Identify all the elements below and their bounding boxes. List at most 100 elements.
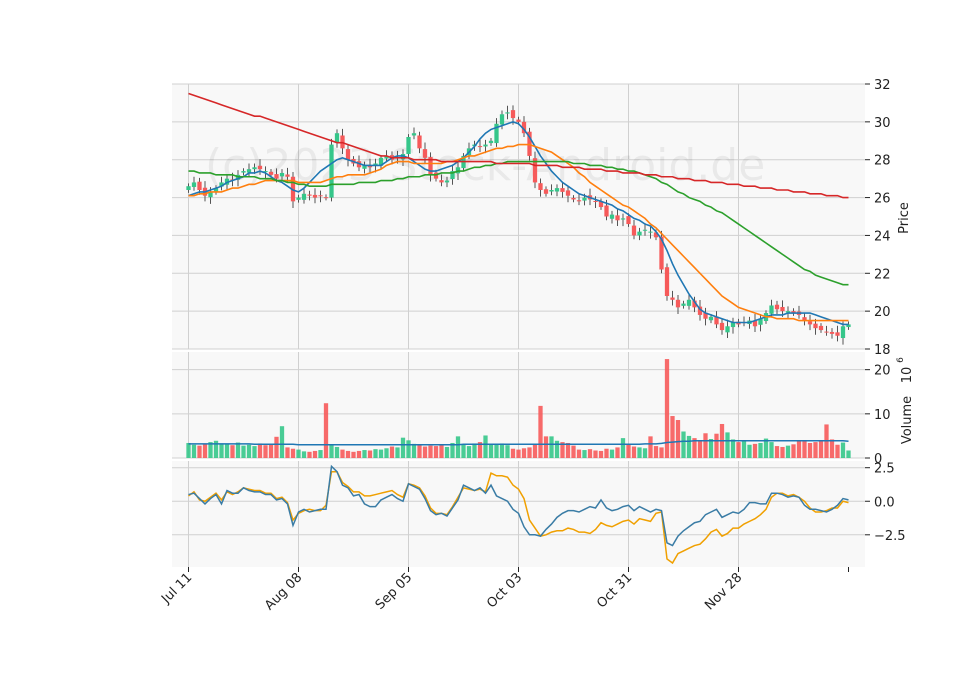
volume-bar [505,445,510,458]
oscillator-fast-line [188,464,849,547]
price-tick-label: 26 [874,192,891,207]
volume-bar [521,448,527,458]
sma-short-line [188,121,849,326]
volume-bar [208,442,213,458]
volume-bar [334,446,340,458]
candle-body [505,112,510,114]
candle-body [642,229,648,231]
volume-bar [560,442,565,458]
volume-bar [604,448,609,458]
candle-body [565,190,571,196]
candle-body [818,325,824,331]
candle-body [334,133,340,144]
volume-bar [741,440,747,458]
candle-body [780,306,785,312]
candle-body [664,267,670,296]
volume-bar [444,446,450,458]
candle-body [719,322,725,331]
candle-body [246,169,252,173]
candle-body [615,215,620,221]
candle-body [604,205,609,217]
volume-bar [653,446,659,458]
candle-body [758,318,763,325]
candle-body [488,140,494,144]
volume-bar [312,450,318,458]
volume-bar [549,436,554,458]
candle-body [697,306,703,315]
candle-body [774,304,780,310]
candle-body [626,216,631,225]
volume-bar [829,439,835,458]
volume-bar [301,451,307,458]
volume-axis-exponent: 6 [896,357,906,363]
volume-bar [477,442,483,458]
candle-body [263,171,268,173]
volume-bar [257,443,263,458]
volume-bar [659,447,664,458]
candle-body [318,195,323,197]
volume-bar [714,433,719,458]
candle-body [219,182,224,187]
volume-bar [818,440,824,458]
candle-body [824,331,829,333]
volume-bar [367,450,373,458]
volume-bar [274,436,279,458]
candle-body [840,326,846,339]
candle-body [653,232,659,238]
moving-average-lines [188,92,849,326]
candle-body [708,316,714,321]
sma-very-long-line [188,92,849,199]
candle-body [285,174,290,177]
candle-body [835,332,840,336]
volume-bar [631,446,637,458]
candle-body [802,317,807,321]
volume-bar [846,450,851,458]
volume-bar [527,447,532,458]
volume-bar [373,449,378,458]
volume-bar [290,448,296,458]
volume-bar [450,442,455,458]
volume-bar [296,449,301,458]
volume-bar [796,440,802,458]
candle-body [725,326,730,333]
candle-body [378,157,384,166]
volume-bar [411,443,417,458]
candle-body [213,188,219,192]
volume-axis-label: Volume [900,396,915,444]
volume-bar [692,438,697,458]
candle-body [571,197,576,200]
volume-bar [582,450,587,458]
volume-bar [351,451,356,458]
candle-body [543,189,549,194]
volume-average-line [188,440,849,446]
sma-mid-line [188,143,849,322]
volume-bar [840,442,846,458]
volume-bar [395,447,400,458]
volume-bar [670,416,675,458]
candle-body [422,149,428,158]
volume-bar [785,445,791,458]
volume-bar [516,449,521,458]
candle-body [257,165,263,170]
candle-body [406,137,411,155]
price-tick-label: 22 [874,267,891,282]
candle-body [252,167,257,170]
volume-bar [835,444,840,458]
volume-bar [329,444,334,458]
volume-bar [455,436,461,458]
candle-body [301,193,307,200]
volume-bar [345,450,351,458]
volume-bar [279,426,285,458]
volume-bar [499,443,505,458]
volume-bar [406,440,411,458]
volume-tick-label: 0 [874,452,882,467]
volume-bar [494,444,499,458]
volume-bar [774,446,780,458]
volume-bar [543,436,549,458]
volume-bar [461,444,466,458]
candle-body [538,183,543,190]
volume-bar [802,441,807,458]
volume-bar [758,442,763,458]
volume-bar [747,444,752,458]
